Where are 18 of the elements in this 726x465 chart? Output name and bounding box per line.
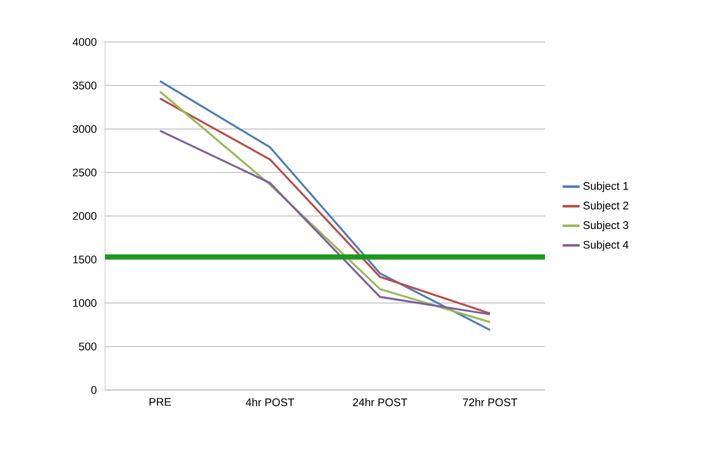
legend-label: Subject 4 [583,240,628,251]
x-tick-label: 24hr POST [353,398,408,406]
x-tick-label: 72hr POST [463,398,518,406]
y-tick-label: 2000 [72,212,96,220]
y-tick-label: 3500 [72,82,96,90]
y-tick-label: 4000 [72,38,96,46]
legend-label: Subject 3 [583,220,628,232]
y-tick-label: 2500 [72,168,96,176]
x-tick-label: PRE [150,398,171,406]
y-tick-label: 3000 [72,125,96,133]
y-tick-label: 500 [78,342,96,350]
y-tick-label: 1000 [73,299,96,307]
legend-label: Subject 1 [583,182,628,192]
x-tick-label: 4hr POST [246,398,294,406]
legend-label: Subject 2 [583,201,628,212]
y-tick-label: 1500 [73,256,96,264]
y-tick-label: 0 [91,386,96,394]
line-series [159,130,491,316]
